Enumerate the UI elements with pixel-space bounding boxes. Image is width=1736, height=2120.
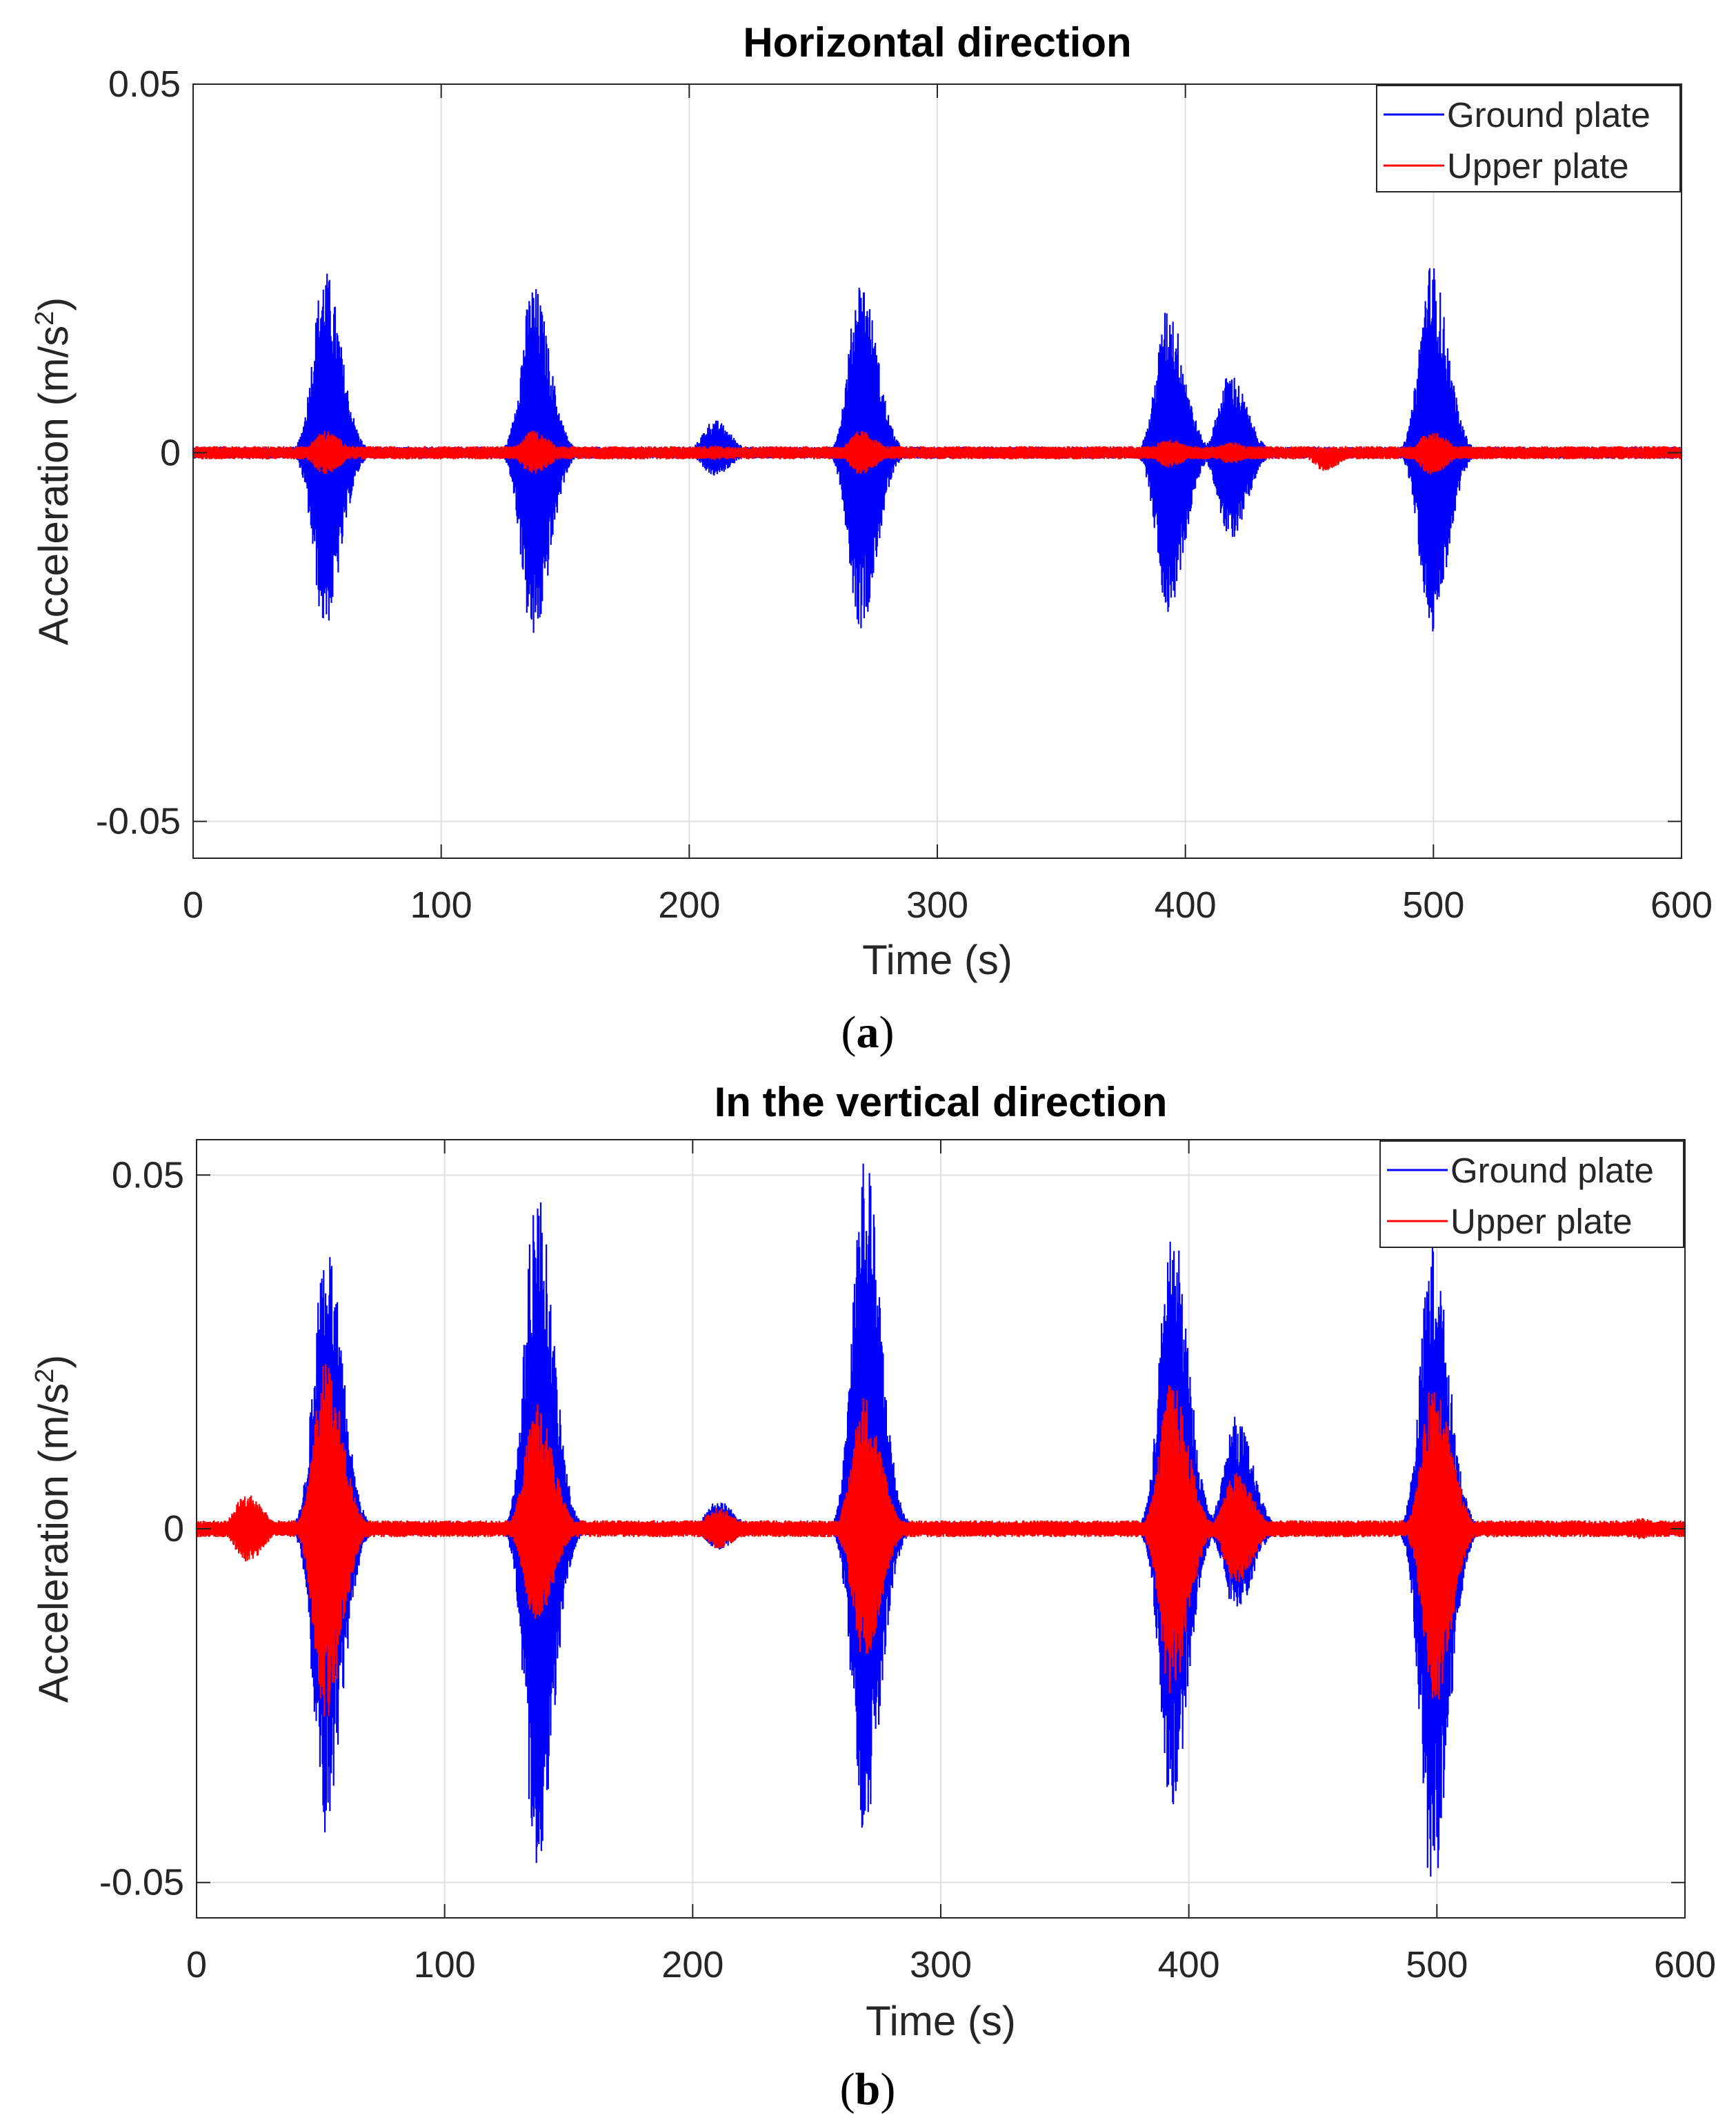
chart-panel-a: 0 100 200 300 400 500 600 -0.05 0 0.05 Horizonta… — [30, 19, 1713, 1058]
x-tick-labels: 0 100 200 300 400 500 600 — [183, 884, 1713, 926]
y-tick-label: -0.05 — [96, 801, 181, 842]
x-tick-label: 200 — [661, 1944, 724, 1985]
series-layer — [195, 1163, 1686, 1877]
x-tick-label: 0 — [183, 884, 203, 926]
y-tick-labels: -0.05 0 0.05 — [96, 63, 181, 842]
series-line-upper-plate — [195, 1364, 1686, 1717]
x-tick-labels: 0 100 200 300 400 500 600 — [186, 1944, 1716, 1985]
x-tick-label: 200 — [658, 884, 720, 926]
tick-marks — [196, 1140, 1686, 1918]
x-tick-label: 400 — [1155, 884, 1217, 926]
chart-title: Horizontal direction — [743, 19, 1131, 66]
x-tick-label: 500 — [1406, 1944, 1468, 1985]
y-axis-label-suffix: ) — [30, 1355, 77, 1369]
x-axis-label: Time (s) — [866, 1998, 1016, 2044]
x-tick-label: 600 — [1650, 884, 1713, 926]
x-tick-label: 300 — [906, 884, 968, 926]
legend: Ground plate Upper plate — [1379, 1140, 1684, 1248]
x-tick-label: 500 — [1402, 884, 1464, 926]
tick-marks — [192, 83, 1682, 858]
legend-box — [1379, 1140, 1684, 1248]
y-axis-label-main: Acceleration (m/s — [30, 1383, 77, 1703]
y-axis-label-superscript: 2 — [30, 1369, 59, 1383]
panel-label-a: (a) — [841, 1007, 895, 1058]
panel-letter: b — [855, 2064, 881, 2114]
series-line-upper-plate — [192, 430, 1683, 475]
legend-label-upper-plate: Upper plate — [1450, 1202, 1633, 1241]
x-tick-label: 400 — [1158, 1944, 1220, 1985]
y-tick-labels: -0.05 0 0.05 — [99, 1154, 184, 1903]
x-tick-label: 600 — [1654, 1944, 1716, 1985]
y-axis-label: Acceleration (m/s2) — [30, 1355, 77, 1703]
y-tick-label: 0.05 — [108, 63, 181, 105]
panel-label-b: (b) — [840, 2064, 896, 2114]
legend: Ground plate Upper plate — [1376, 85, 1681, 192]
legend-label-ground-plate: Ground plate — [1450, 1151, 1654, 1190]
y-axis-label: Acceleration (m/s2) — [30, 297, 77, 646]
y-tick-label: -0.05 — [99, 1862, 184, 1903]
chart-title: In the vertical direction — [715, 1079, 1168, 1125]
y-axis-label-superscript: 2 — [30, 311, 59, 326]
y-tick-label: 0.05 — [112, 1154, 184, 1196]
legend-box — [1376, 85, 1681, 192]
y-axis-label-suffix: ) — [30, 297, 77, 311]
panel-letter: a — [857, 1007, 879, 1058]
y-tick-label: 0 — [163, 1508, 184, 1549]
x-tick-label: 100 — [414, 1944, 476, 1985]
y-tick-label: 0 — [160, 432, 181, 473]
series-layer — [192, 268, 1683, 633]
legend-label-ground-plate: Ground plate — [1447, 95, 1650, 135]
x-axis-label: Time (s) — [862, 937, 1012, 983]
x-tick-label: 0 — [186, 1944, 207, 1985]
x-tick-label: 100 — [410, 884, 472, 926]
x-tick-label: 300 — [910, 1944, 972, 1985]
legend-label-upper-plate: Upper plate — [1447, 146, 1629, 186]
y-axis-label-main: Acceleration (m/s — [30, 326, 77, 645]
